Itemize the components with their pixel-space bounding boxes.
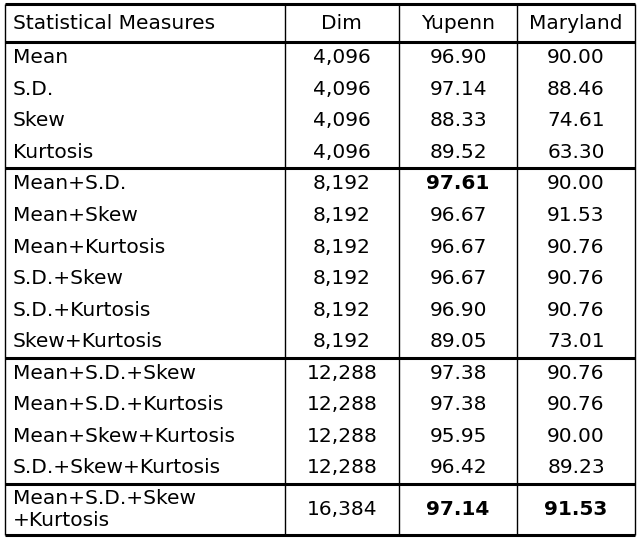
Text: 90.76: 90.76 <box>547 269 605 288</box>
Text: Statistical Measures: Statistical Measures <box>13 13 215 33</box>
Text: 90.00: 90.00 <box>547 48 605 67</box>
Text: Mean+S.D.: Mean+S.D. <box>13 175 126 194</box>
Text: 97.14: 97.14 <box>426 500 490 519</box>
Text: 90.76: 90.76 <box>547 238 605 257</box>
Text: Mean+S.D.+Kurtosis: Mean+S.D.+Kurtosis <box>13 396 223 414</box>
Text: 90.00: 90.00 <box>547 175 605 194</box>
Text: Mean: Mean <box>13 48 68 67</box>
Text: 96.90: 96.90 <box>429 301 487 320</box>
Text: 73.01: 73.01 <box>547 332 605 351</box>
Text: 4,096: 4,096 <box>313 143 371 162</box>
Text: Mean+Skew: Mean+Skew <box>13 206 138 225</box>
Text: Dim: Dim <box>321 13 362 33</box>
Text: 4,096: 4,096 <box>313 112 371 130</box>
Text: 90.76: 90.76 <box>547 301 605 320</box>
Text: 90.76: 90.76 <box>547 396 605 414</box>
Text: 4,096: 4,096 <box>313 48 371 67</box>
Text: Yupenn: Yupenn <box>421 13 495 33</box>
Text: S.D.+Skew: S.D.+Skew <box>13 269 124 288</box>
Text: 12,288: 12,288 <box>307 396 378 414</box>
Text: 88.46: 88.46 <box>547 80 605 99</box>
Text: 89.23: 89.23 <box>547 459 605 478</box>
Text: Mean+S.D.+Skew
+Kurtosis: Mean+S.D.+Skew +Kurtosis <box>13 489 196 530</box>
Text: Maryland: Maryland <box>529 13 623 33</box>
Text: 12,288: 12,288 <box>307 459 378 478</box>
Text: 91.53: 91.53 <box>544 500 607 519</box>
Text: 90.76: 90.76 <box>547 364 605 383</box>
Text: 96.67: 96.67 <box>429 206 487 225</box>
Text: 96.67: 96.67 <box>429 238 487 257</box>
Text: 91.53: 91.53 <box>547 206 605 225</box>
Text: 97.38: 97.38 <box>429 364 487 383</box>
Text: 8,192: 8,192 <box>313 238 371 257</box>
Text: 8,192: 8,192 <box>313 301 371 320</box>
Text: 89.05: 89.05 <box>429 332 487 351</box>
Text: Mean+Skew+Kurtosis: Mean+Skew+Kurtosis <box>13 427 235 446</box>
Text: 97.14: 97.14 <box>429 80 487 99</box>
Text: S.D.: S.D. <box>13 80 54 99</box>
Text: S.D.+Skew+Kurtosis: S.D.+Skew+Kurtosis <box>13 459 221 478</box>
Text: 97.38: 97.38 <box>429 396 487 414</box>
Text: 90.00: 90.00 <box>547 427 605 446</box>
Text: 16,384: 16,384 <box>307 500 377 519</box>
Text: 96.67: 96.67 <box>429 269 487 288</box>
Text: 8,192: 8,192 <box>313 206 371 225</box>
Text: 4,096: 4,096 <box>313 80 371 99</box>
Text: 96.42: 96.42 <box>429 459 487 478</box>
Text: S.D.+Kurtosis: S.D.+Kurtosis <box>13 301 151 320</box>
Text: Mean+Kurtosis: Mean+Kurtosis <box>13 238 165 257</box>
Text: 12,288: 12,288 <box>307 364 378 383</box>
Text: 8,192: 8,192 <box>313 175 371 194</box>
Text: 8,192: 8,192 <box>313 269 371 288</box>
Text: Mean+S.D.+Skew: Mean+S.D.+Skew <box>13 364 196 383</box>
Text: 95.95: 95.95 <box>429 427 487 446</box>
Text: 88.33: 88.33 <box>429 112 487 130</box>
Text: 89.52: 89.52 <box>429 143 487 162</box>
Text: 97.61: 97.61 <box>426 175 490 194</box>
Text: 96.90: 96.90 <box>429 48 487 67</box>
Text: 12,288: 12,288 <box>307 427 378 446</box>
Text: 63.30: 63.30 <box>547 143 605 162</box>
Text: Skew: Skew <box>13 112 66 130</box>
Text: Skew+Kurtosis: Skew+Kurtosis <box>13 332 163 351</box>
Text: 8,192: 8,192 <box>313 332 371 351</box>
Text: 74.61: 74.61 <box>547 112 605 130</box>
Text: Kurtosis: Kurtosis <box>13 143 93 162</box>
